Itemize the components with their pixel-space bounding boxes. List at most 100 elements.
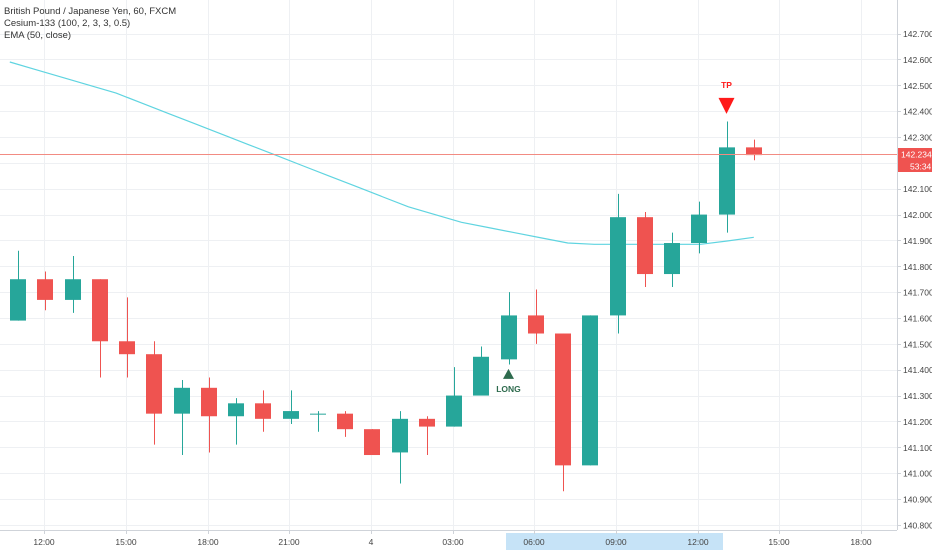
candle[interactable] bbox=[283, 390, 299, 424]
candle[interactable] bbox=[446, 367, 462, 427]
time-tick-label: 06:00 bbox=[523, 537, 545, 547]
time-tick-label: 21:00 bbox=[278, 537, 300, 547]
price-tick-label: 141.400 bbox=[903, 365, 932, 375]
candle[interactable] bbox=[37, 271, 53, 311]
candle[interactable] bbox=[65, 255, 81, 313]
candle[interactable] bbox=[419, 416, 435, 456]
price-tick-label: 142.600 bbox=[903, 55, 932, 65]
candle[interactable] bbox=[228, 398, 244, 445]
candle-body-down bbox=[37, 279, 53, 300]
legend-title: British Pound / Japanese Yen, 60, FXCM bbox=[4, 6, 176, 17]
candle[interactable] bbox=[337, 411, 353, 437]
candle-body-up bbox=[310, 413, 326, 415]
candle-body-up bbox=[65, 279, 81, 300]
candle[interactable] bbox=[719, 121, 735, 233]
candle-body-down bbox=[528, 315, 544, 334]
candle[interactable] bbox=[392, 411, 408, 484]
price-tick-label: 141.600 bbox=[903, 314, 932, 324]
legend-ema: EMA (50, close) bbox=[4, 30, 71, 41]
candle-body-up bbox=[664, 243, 680, 275]
price-tick-label: 142.500 bbox=[903, 81, 932, 91]
candles[interactable] bbox=[10, 121, 762, 492]
price-tick-label: 141.000 bbox=[903, 469, 932, 479]
current-price-badge: 142.234 53:34 bbox=[898, 148, 932, 172]
time-tick-label: 09:00 bbox=[605, 537, 627, 547]
candle[interactable] bbox=[364, 429, 380, 456]
price-tick-label: 141.900 bbox=[903, 236, 932, 246]
candle[interactable] bbox=[201, 377, 217, 453]
candle-body-down bbox=[337, 413, 353, 430]
candle[interactable] bbox=[637, 212, 653, 287]
candle-body-down bbox=[746, 147, 762, 156]
candle-body-up bbox=[582, 315, 598, 466]
candle-body-down bbox=[119, 341, 135, 355]
candle-body-up bbox=[174, 387, 190, 414]
price-tick-label: 141.100 bbox=[903, 443, 932, 453]
candle-body-up bbox=[283, 411, 299, 419]
candle-body-up bbox=[446, 395, 462, 427]
candle[interactable] bbox=[501, 292, 517, 365]
candle-body-down bbox=[555, 333, 571, 466]
candle-body-up bbox=[610, 217, 626, 316]
candle[interactable] bbox=[255, 390, 271, 432]
tp-signal-label: TP bbox=[721, 80, 732, 90]
candle[interactable] bbox=[664, 232, 680, 287]
long-signal-label: LONG bbox=[496, 384, 521, 394]
time-tick-label: 12:00 bbox=[33, 537, 55, 547]
time-tick-label: 18:00 bbox=[197, 537, 219, 547]
legend: British Pound / Japanese Yen, 60, FXCM C… bbox=[4, 6, 176, 41]
time-tick-label: 15:00 bbox=[768, 537, 790, 547]
candle-body-down bbox=[255, 403, 271, 419]
price-tick-label: 142.400 bbox=[903, 107, 932, 117]
long-arrow-icon bbox=[503, 368, 514, 379]
current-price-badge-bg bbox=[898, 148, 932, 160]
candle[interactable] bbox=[10, 250, 26, 321]
candle-body-down bbox=[364, 429, 380, 456]
price-axis[interactable]: 142.700 142.600 142.500 142.400 142.300 142.2… bbox=[897, 29, 932, 530]
candle[interactable] bbox=[691, 201, 707, 254]
countdown-badge-bg bbox=[898, 160, 932, 172]
price-tick-label: 140.900 bbox=[903, 494, 932, 504]
time-axis[interactable]: 12:00 15:00 18:00 21:00 4 03:00 06:00 09:00 12:0… bbox=[33, 530, 872, 550]
candle-body-down bbox=[201, 387, 217, 417]
candle[interactable] bbox=[310, 411, 326, 432]
legend-indicator: Cesium-133 (100, 2, 3, 3, 0.5) bbox=[4, 18, 130, 29]
candle[interactable] bbox=[473, 346, 489, 396]
signals: LONG TP bbox=[496, 80, 735, 394]
candle[interactable] bbox=[555, 333, 571, 492]
ema-line bbox=[9, 61, 754, 245]
candle-body-down bbox=[419, 418, 435, 427]
price-tick-label: 141.800 bbox=[903, 262, 932, 272]
candle-body-down bbox=[637, 217, 653, 275]
candle-body-up bbox=[719, 147, 735, 215]
candle[interactable] bbox=[174, 380, 190, 456]
time-tick-label: 15:00 bbox=[115, 537, 137, 547]
candle[interactable] bbox=[746, 139, 762, 161]
candle-body-up bbox=[473, 356, 489, 396]
candle[interactable] bbox=[610, 193, 626, 334]
candle[interactable] bbox=[146, 341, 162, 445]
candle-body-up bbox=[501, 315, 517, 360]
time-tick-label: 03:00 bbox=[442, 537, 464, 547]
price-tick-label: 142.000 bbox=[903, 210, 932, 220]
price-tick-label: 141.700 bbox=[903, 288, 932, 298]
candle[interactable] bbox=[92, 279, 108, 378]
candle-body-down bbox=[92, 279, 108, 342]
price-tick-label: 142.700 bbox=[903, 29, 932, 39]
ema-line-layer bbox=[9, 61, 754, 245]
candle-body-down bbox=[146, 354, 162, 414]
time-tick-label: 4 bbox=[369, 537, 374, 547]
candle[interactable] bbox=[119, 297, 135, 378]
candle-body-up bbox=[228, 403, 244, 417]
price-tick-label: 141.500 bbox=[903, 339, 932, 349]
candle[interactable] bbox=[582, 315, 598, 466]
price-tick-label: 142.300 bbox=[903, 133, 932, 143]
countdown-value: 53:34 bbox=[910, 162, 932, 172]
price-tick-label: 141.200 bbox=[903, 417, 932, 427]
current-price-value: 142.234 bbox=[901, 150, 932, 160]
candle[interactable] bbox=[528, 289, 544, 344]
time-tick-label: 18:00 bbox=[850, 537, 872, 547]
